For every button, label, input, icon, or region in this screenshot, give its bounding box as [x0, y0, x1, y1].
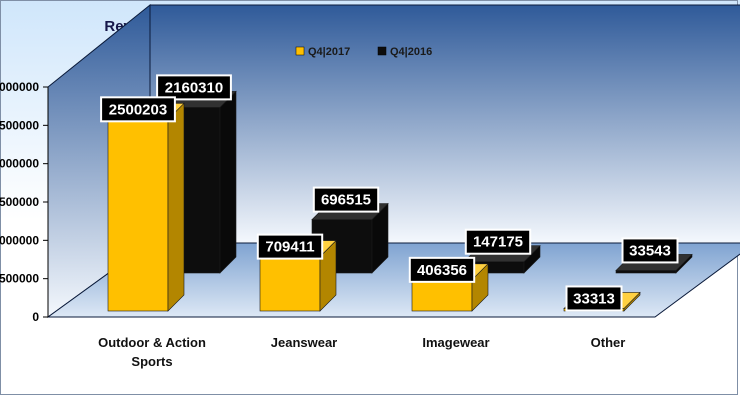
data-label-box — [256, 233, 324, 260]
bar-front-face — [107, 119, 169, 312]
y-tick-label: 2000000 — [0, 157, 39, 171]
bar-front-face — [259, 256, 321, 312]
data-label-box — [565, 285, 623, 312]
bar-q4-2017-1 — [107, 102, 185, 312]
data-label-q4-2017-2: 709411 — [256, 233, 324, 260]
data-label-q4-2017-3: 406356 — [408, 256, 476, 283]
data-label-q4-2016-4: 33543 — [621, 237, 679, 264]
data-label-text: 33543 — [629, 242, 671, 259]
legend-swatch-2 — [377, 46, 387, 56]
data-label-q4-2016-2: 696515 — [312, 186, 380, 213]
data-label-box — [408, 256, 476, 283]
data-label-box — [156, 74, 232, 101]
data-label-box — [312, 186, 380, 213]
data-label-box — [621, 237, 679, 264]
data-label-q4-2017-1: 2500203 — [100, 96, 176, 123]
data-label-box — [100, 96, 176, 123]
data-label-text: 696515 — [321, 192, 371, 209]
bar-side-face — [167, 102, 185, 312]
x-tick-label-3: Imagewear — [422, 335, 489, 350]
bar-side-face — [219, 90, 237, 274]
data-label-text: 2160310 — [165, 79, 223, 96]
x-tick-label-4: Other — [591, 335, 626, 350]
legend-swatch-1 — [295, 46, 305, 56]
legend-label-2: Q4|2016 — [390, 46, 432, 58]
back-wall — [149, 4, 740, 244]
y-tick-label: 0 — [32, 310, 39, 324]
data-label-text: 709411 — [265, 239, 314, 256]
bar-front-face — [615, 270, 677, 274]
data-label-q4-2016-3: 147175 — [464, 228, 532, 255]
data-label-text: 33313 — [573, 290, 615, 307]
data-label-text: 406356 — [417, 262, 467, 279]
legend-label-1: Q4|2017 — [308, 46, 350, 58]
y-tick-label: 3000000 — [0, 80, 39, 94]
x-tick-label-2: Jeanswear — [271, 335, 338, 350]
y-tick-label: 500000 — [0, 272, 39, 286]
data-label-box — [464, 228, 532, 255]
data-label-text: 2500203 — [109, 101, 167, 118]
data-label-q4-2016-1: 2160310 — [156, 74, 232, 101]
y-tick-label: 1500000 — [0, 195, 39, 209]
y-tick-label: 2500000 — [0, 118, 39, 132]
y-tick-label: 1000000 — [0, 233, 39, 247]
data-label-q4-2017-4: 33313 — [565, 285, 623, 312]
bar-front-face — [411, 279, 473, 312]
x-tick-label-1: Sports — [131, 354, 172, 369]
data-label-text: 147175 — [473, 234, 523, 251]
x-tick-label-1: Outdoor & Action — [98, 335, 206, 350]
